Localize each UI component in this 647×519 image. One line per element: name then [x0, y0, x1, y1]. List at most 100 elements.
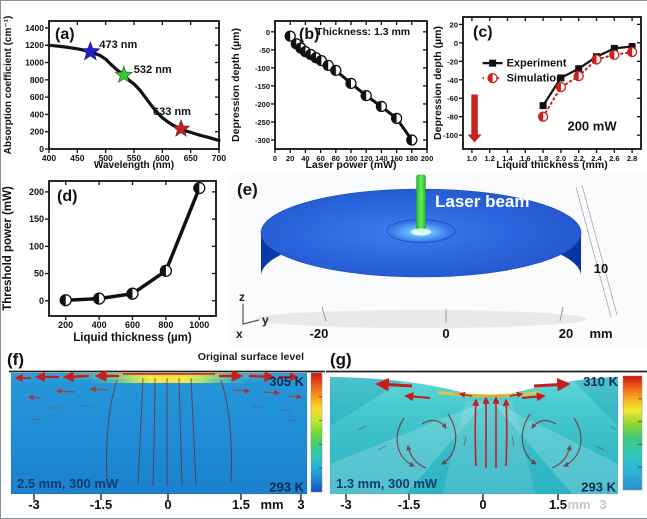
star-marker [114, 65, 134, 84]
star-label: 473 nm [99, 39, 137, 51]
laser-beam-label: Laser beam [435, 192, 530, 211]
x-tick-label: 60 [316, 154, 324, 163]
data-marker-half [406, 134, 412, 145]
data-marker-half [60, 294, 66, 306]
panel-g-temperature-simulation: (g) 310 K 293 K 1.3 mm, 300 mW -3 -1.5 0… [326, 346, 647, 518]
x-tick-0: 0 [442, 326, 449, 341]
surface-note: Original surface level [198, 351, 304, 363]
temp-top-label: 310 K [583, 374, 618, 389]
panel-label: (b) [299, 26, 319, 43]
y-tick-label: -40 [447, 76, 458, 85]
disk-shadow [255, 310, 587, 328]
data-marker-half [160, 265, 166, 277]
data-marker-half [311, 52, 317, 63]
data-marker-half [627, 47, 633, 57]
colorbar [310, 372, 323, 493]
x-tick-label: 650 [184, 153, 198, 163]
flow-streamlines [105, 377, 233, 487]
x-tick-minus20: -20 [310, 326, 329, 341]
y-tick-label: -100 [255, 64, 270, 73]
data-marker-half [285, 31, 291, 42]
data-marker-half [295, 43, 301, 54]
colorbar-ticks [638, 398, 642, 468]
x-tick-label: 400 [42, 153, 56, 163]
y-tick-label: 200 [29, 187, 44, 197]
surface-flow-arrows [14, 370, 299, 383]
series-absorption-spectrum [47, 43, 221, 142]
panel-label: (g) [330, 350, 352, 369]
data-marker-half [361, 90, 367, 101]
chart-a: 400 450 500 550 600 650 700 0 200 400 600 800 1000 12… [3, 16, 226, 171]
x-axis-label: Wavelength (nm) [94, 160, 174, 171]
condition-label: 1.3 mm, 300 mW [336, 476, 438, 491]
laser-spot [411, 228, 431, 236]
x-axis-label: Laser power (mW) [305, 159, 396, 171]
x-tick-20: 20 [559, 326, 573, 341]
star-marker [171, 118, 191, 138]
x-tick-label: 180 [406, 154, 419, 163]
star-label: 633 nm [153, 106, 191, 118]
data-marker-half [376, 101, 382, 112]
x-tick-3: 1.5 [549, 497, 567, 512]
data-marker-half [305, 49, 311, 60]
colorbar [622, 375, 643, 491]
panel-f-temperature-simulation: (f) Original surface level 305 K 293 K 2… [1, 346, 326, 518]
y-tick-label: -80 [447, 113, 458, 122]
chart-c: 1.0 1.2 1.4 1.6 1.8 2.0 2.2 2.4 2.6 2.8 20 0 -20 -40 -… [432, 16, 642, 171]
y-tick-label: 150 [29, 214, 44, 224]
data-marker-half [556, 82, 561, 92]
x-tick-label: 800 [158, 320, 173, 330]
x-axis-label: Liquid thickness (µm) [73, 332, 192, 344]
panel-d-threshold-power-chart: 200 400 600 800 1000 0 50 100 150 200 Liquid thick… [1, 173, 229, 346]
x-tick-label: 140 [375, 154, 388, 163]
y-tick-label: 0 [39, 144, 44, 154]
y-tick-label: -300 [255, 136, 270, 145]
surface-flow-arrows [375, 377, 571, 402]
x-tick-label: 600 [125, 320, 140, 330]
x-tick-label: 2.0 [556, 154, 566, 163]
y-tick-label: 600 [30, 92, 44, 102]
chart-title: Thickness: 1.3 mm [316, 26, 410, 38]
x-tick-label: 200 [421, 154, 434, 163]
x-tick-label: 100 [345, 154, 358, 163]
series-line [47, 43, 221, 142]
data-marker [610, 44, 618, 52]
y-axis-label: Depression depth (µm) [432, 26, 444, 140]
y-tick-label: -50 [259, 46, 270, 55]
data-marker [539, 102, 547, 110]
x-axis-ticks [345, 494, 559, 500]
hot-band [85, 373, 251, 383]
panel-label: (f) [7, 350, 24, 369]
panel-b-depth-vs-power-chart: 0 20 40 60 80 100 120 140 160 180 200 0 -50 -100 -150 -… [229, 1, 439, 173]
y-tick-label: 100 [29, 241, 44, 251]
data-marker [575, 65, 583, 73]
data-marker-half [391, 113, 397, 124]
axis-z-label: z [239, 290, 245, 304]
data-marker-half [609, 50, 615, 60]
x-tick-label: 2.2 [573, 154, 583, 163]
x-tick-1: -1.5 [90, 497, 112, 512]
panel-label: (a) [55, 26, 75, 43]
x-tick-label: 20 [286, 154, 294, 163]
temp-bottom-label: 293 K [269, 480, 304, 495]
x-tick-label: 1.8 [538, 154, 548, 163]
data-marker-half [127, 288, 133, 300]
y-axis-label: Absorption coefficient (cm⁻¹) [3, 16, 14, 155]
y-axis-label: Depression depth (µm) [230, 28, 242, 142]
series-simulation [537, 46, 638, 122]
y-tick-label: -200 [255, 100, 270, 109]
star-marker [79, 40, 101, 61]
y-tick-label: -60 [447, 94, 458, 103]
data-marker [557, 74, 565, 82]
panel-label: (c) [473, 24, 493, 41]
legend-label: Simulation [507, 73, 564, 85]
simulation-g-svg: (g) 310 K 293 K 1.3 mm, 300 mW -3 -1.5 0… [326, 350, 647, 512]
data-marker-half [574, 71, 579, 81]
x-axis-ticks [33, 494, 302, 500]
panel-e-3d-schematic: (e) Laser beam 10 -20 0 20 mm z y x [229, 173, 647, 346]
x-tick-2: 0 [479, 497, 486, 512]
x-tick-label: 0 [273, 154, 277, 163]
laser-beam [416, 174, 426, 233]
x-tick-label: 80 [332, 154, 340, 163]
